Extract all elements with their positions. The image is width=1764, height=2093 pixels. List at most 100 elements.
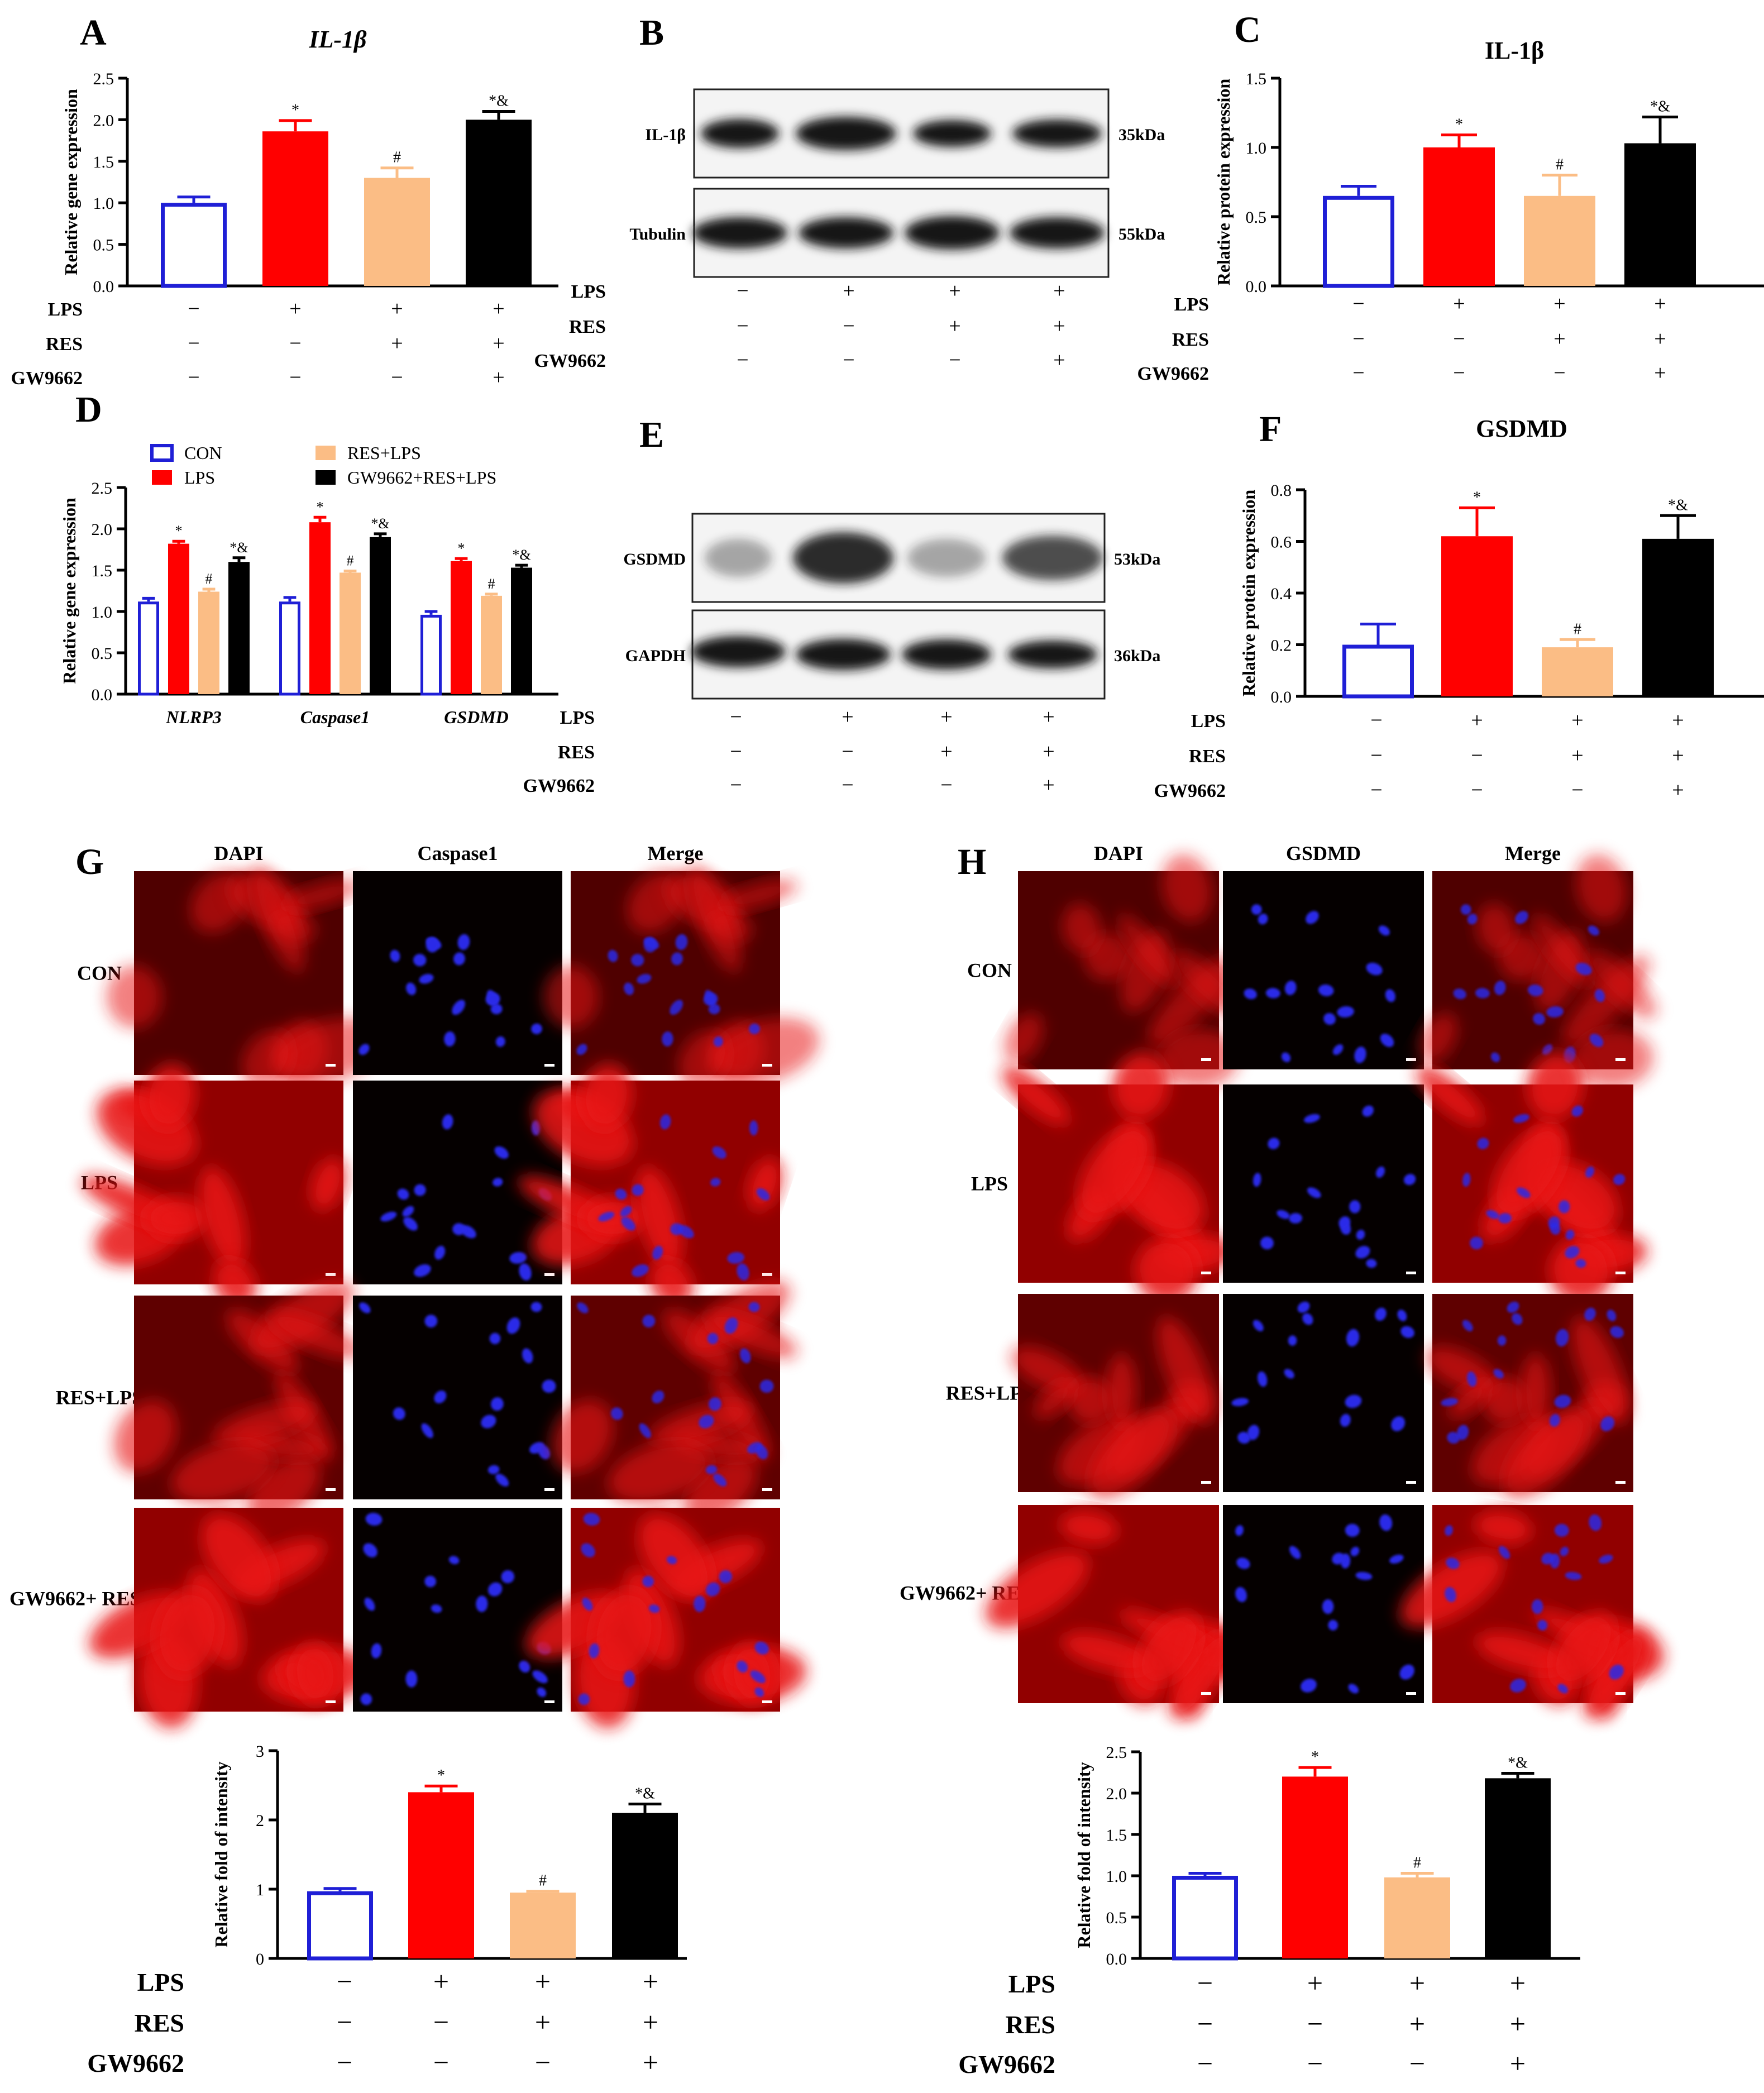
chart-h: 0.0 0.5 1.0 1.5 2.0 2.5 Relative fold of inten… [1074,1743,1580,1968]
if-h-micrograph [1223,1084,1424,1283]
if-g-nucleus [506,1317,520,1334]
legend-label-con: CON [184,443,222,463]
treatment-e-sign: − [730,705,742,729]
chart-a-y-tick-label: 1.0 [93,194,114,213]
if-g-cell-signal [212,1259,257,1307]
chart-d-y-tick-label: 0.5 [92,644,113,663]
chart-g-con-bar [307,1891,373,1961]
if-h-cell-signal [1061,1632,1154,1674]
chart-d-gw-res-lps-caspase1-bar [370,537,391,694]
if-h-nucleus [1599,1554,1613,1564]
chart-h-y-tick-label: 1.5 [1106,1826,1127,1844]
if-h-scale-bar [1615,1481,1626,1484]
treatment-table-f: LPS − + + + RES − − + + GW9662 − − − + [1154,709,1684,802]
if-g-nucleus [493,1178,503,1187]
chart-d-gw-res-lps-gsdmd-error-bar [515,563,528,568]
chart-c-y-tick-label: 1.5 [1246,70,1267,88]
chart-d-con-caspase1-bar [279,601,300,696]
if-h-nucleus [1345,1523,1360,1537]
treatment-h-sign: − [1307,2048,1323,2079]
if-g-nucleus [756,1445,768,1460]
chart-f-gw-res-lps-error-bar [1660,514,1696,539]
western-blot-e: GSDMD 53kDa GAPDH 36kDa [623,513,1160,700]
if-h-nucleus [1284,981,1297,995]
if-g-nucleus [397,1188,409,1200]
if-h-nucleus [1235,1525,1244,1536]
chart-f-y-tick-label: 0.2 [1271,637,1292,655]
blot-e-protein-label: GSDMD [623,550,686,568]
treatment-e-sign: + [1043,773,1054,797]
blot-b-band [692,217,787,249]
if-h-nucleus [1542,1044,1553,1055]
chart-h-y-tick-label: 0.5 [1106,1909,1127,1927]
if-h-nucleus [1541,1552,1555,1565]
chart-c-con-bar [1323,195,1394,288]
if-g-nucleus [621,1217,635,1231]
if-h-nucleus [1510,1679,1526,1693]
legend-swatch-gw-res-lps [315,470,336,485]
chart-d-lps-caspase1-bar [309,522,331,694]
legend-swatch-lps [152,470,172,485]
if-g-nucleus [490,1004,503,1015]
treatment-table-a: LPS − + + + RES − − + + GW9662 − − − + [11,297,505,389]
treatment-h-sign: − [1197,2008,1213,2039]
if-h-nucleus [1565,1246,1580,1259]
if-g-cell-signal [580,1063,633,1130]
treatment-a-sign: − [188,366,199,389]
chart-d-y-axis-label: Relative gene expression [59,498,79,684]
if-h-nucleus [1445,1525,1453,1536]
if-h-nucleus [1346,1329,1360,1347]
panel-letter-f: F [1259,409,1282,450]
if-g-scale-bar [326,1700,336,1703]
chart-f-res-lps-error-bar [1560,638,1595,648]
treatment-g-sign: + [433,1966,449,1997]
if-g-cell-signal [708,1017,820,1086]
if-g-nucleus [424,1575,437,1588]
if-h-nucleus [1397,1310,1407,1321]
if-h-nucleus [1441,1398,1459,1407]
if-h-nucleus [1470,1236,1483,1250]
if-g-nucleus [494,1146,509,1159]
chart-g-gw-res-lps-bar [612,1813,678,1958]
treatment-e-sign: + [1043,705,1054,729]
if-g-nucleus [659,1114,671,1130]
chart-g-gw-res-lps-error-bar [628,1802,662,1813]
if-h-nucleus [1554,1523,1569,1537]
if-g-nucleus [434,1245,446,1260]
if-g-cell-signal [635,1167,683,1269]
treatment-b-row-label: GW9662 [534,351,606,371]
if-g-nucleus [699,1415,714,1428]
if-h-nucleus [1447,1431,1460,1444]
if-g-micrograph [106,867,383,1088]
chart-h-res-lps-bar [1384,1877,1450,1958]
if-g-micrograph-bg [353,871,562,1075]
if-g-cell-signal [281,880,362,911]
treatment-h-sign: + [1510,2008,1526,2039]
if-g-cell-signal [246,1456,321,1525]
if-g-cell-signal [310,1158,346,1211]
if-h-nucleus [1515,911,1528,924]
blot-b-band [796,117,896,150]
if-h-micrograph [1416,1052,1647,1303]
if-h-nucleus [1247,1425,1260,1440]
if-h-scale-bar [1201,1272,1211,1274]
if-g-nucleus [538,1445,551,1460]
treatment-c-sign: − [1453,327,1465,351]
if-g-micrograph [89,1508,370,1728]
treatment-a-sign: + [493,366,504,389]
chart-a-y-tick-label: 0.0 [93,278,114,296]
treatment-c-sign: + [1654,327,1666,351]
if-g-nucleus [495,1473,509,1487]
if-h-nucleus [1328,1619,1338,1631]
if-g-nucleus [453,952,465,966]
if-g-nucleus [402,1206,414,1217]
treatment-f-sign: + [1672,778,1684,802]
chart-d-category-label: Caspase1 [300,707,370,727]
treatment-h-sign: − [1197,2048,1213,2079]
treatment-c-sign: − [1352,327,1364,351]
if-h-nucleus [1494,981,1506,995]
treatment-e-sign: − [730,740,742,763]
chart-f-lps-significance: * [1473,489,1481,506]
chart-d-y-tick-label: 0.0 [92,686,113,704]
